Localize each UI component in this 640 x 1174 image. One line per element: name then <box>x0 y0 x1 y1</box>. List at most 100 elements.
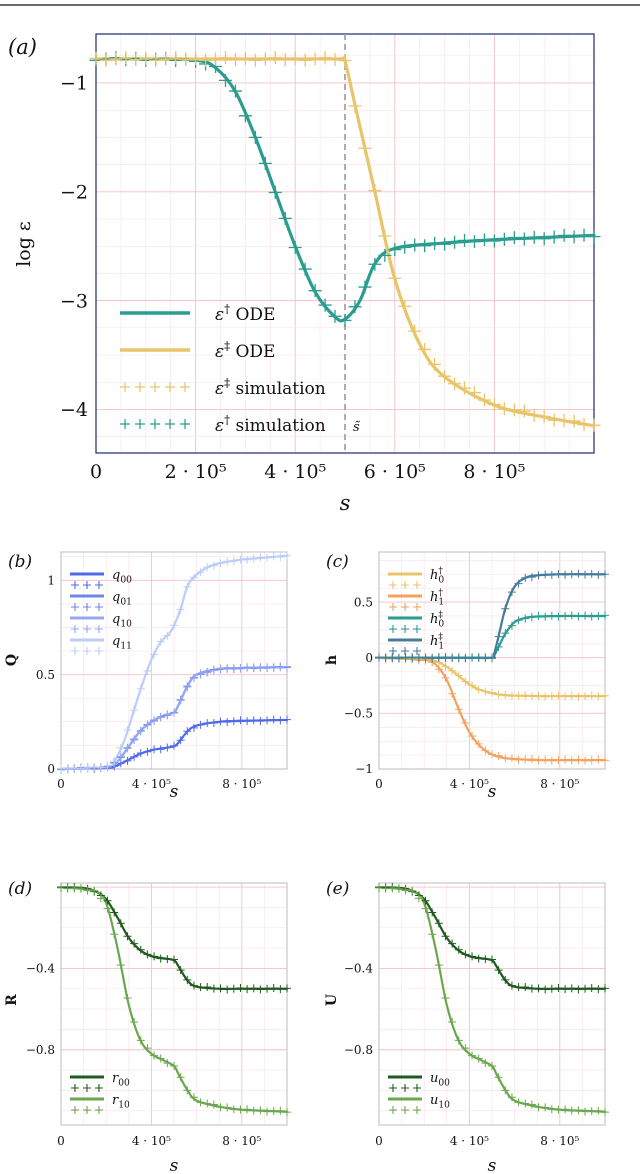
sim-marker <box>263 663 272 672</box>
sim-marker <box>76 884 85 893</box>
sim-marker <box>216 559 225 568</box>
sim-marker <box>441 662 450 671</box>
legend-label: q01 <box>112 590 132 608</box>
legend-swatch <box>413 603 421 611</box>
sim-marker <box>448 1018 457 1027</box>
sim-marker <box>448 654 457 663</box>
sim-marker <box>189 674 198 683</box>
legend-label: u10 <box>430 1093 450 1111</box>
sim-marker <box>216 664 225 673</box>
sim-marker <box>130 706 139 715</box>
sim-marker <box>218 73 232 87</box>
sim-marker <box>143 667 152 676</box>
y-tick-label: 1 <box>47 574 55 588</box>
legend-item: h† 1 <box>388 589 444 611</box>
sim-marker <box>308 52 322 66</box>
sim-marker <box>434 961 443 970</box>
sim-marker <box>567 756 576 765</box>
legend-swatch <box>83 603 91 611</box>
sim-marker <box>561 985 570 994</box>
sim-marker <box>288 51 302 65</box>
series-line-c-0 <box>377 656 607 698</box>
panel-label-b: (b) <box>8 552 32 572</box>
sim-marker <box>534 984 543 993</box>
sim-marker <box>258 156 272 170</box>
sim-marker <box>587 612 596 621</box>
sim-marker <box>196 1098 205 1107</box>
sim-marker <box>199 53 213 67</box>
sim-marker <box>249 984 258 993</box>
sim-marker <box>567 984 576 993</box>
sim-marker <box>378 248 392 262</box>
sim-marker <box>587 230 601 244</box>
sim-marker <box>587 418 601 432</box>
sim-marker <box>223 718 232 727</box>
sim-marker <box>216 984 225 993</box>
sim-marker <box>57 882 65 891</box>
sim-marker <box>176 605 185 614</box>
sim-marker <box>318 298 332 312</box>
legend-item: h‡ 1 <box>388 633 444 655</box>
sim-marker <box>156 1054 165 1063</box>
sim-marker <box>110 757 119 766</box>
sim-marker <box>176 1073 185 1082</box>
legend-label: ε† ODE <box>215 302 275 325</box>
sim-marker <box>189 981 198 990</box>
sim-marker <box>203 982 212 991</box>
legend-item: u10 <box>388 1093 450 1114</box>
legend-swatch <box>95 603 103 611</box>
sim-marker <box>574 569 583 578</box>
sim-marker <box>601 611 609 620</box>
y-tick-label: 0 <box>365 651 373 665</box>
sim-marker <box>497 232 511 246</box>
sim-marker <box>501 604 510 613</box>
sim-marker <box>163 743 172 752</box>
sim-marker <box>561 611 570 620</box>
sim-marker <box>537 232 551 246</box>
sim-marker <box>541 692 550 701</box>
sim-marker <box>561 692 570 701</box>
sim-marker <box>521 614 530 623</box>
sim-marker <box>223 1103 232 1112</box>
legend-swatch <box>401 603 409 611</box>
sim-marker <box>83 763 92 772</box>
panel-a: s̃ 0 2 · 10⁵ 4 · 10⁵ 6 · 10⁵ 8 · 10⁵ −1 −2 −3 −4 s… <box>8 33 601 515</box>
sim-marker <box>143 1044 152 1053</box>
sim-marker <box>116 961 125 970</box>
sim-marker <box>574 755 583 764</box>
sim-marker <box>328 53 342 67</box>
sim-marker <box>494 966 503 975</box>
sim-marker <box>521 982 530 991</box>
sim-marker <box>276 663 285 672</box>
grid-e <box>378 883 606 1125</box>
sim-marker <box>468 681 477 690</box>
sim-marker <box>103 761 112 770</box>
sim-marker <box>388 271 402 285</box>
sim-marker <box>283 715 291 724</box>
sim-marker <box>103 896 112 905</box>
sim-marker <box>116 743 125 752</box>
sim-marker <box>263 553 272 562</box>
sim-marker <box>488 750 496 759</box>
sim-marker <box>170 621 178 630</box>
sim-marker <box>534 691 543 700</box>
sim-marker <box>474 685 483 694</box>
sim-marker <box>276 1106 285 1115</box>
sim-marker <box>408 653 417 662</box>
sim-marker <box>283 662 291 671</box>
sim-marker <box>581 611 590 620</box>
legend-swatch <box>120 419 130 429</box>
sim-marker <box>263 984 272 993</box>
sim-marker <box>467 235 481 249</box>
sim-marker <box>461 677 470 686</box>
x-axis-label: s <box>340 491 351 515</box>
y-tick-label: −2 <box>60 181 88 203</box>
y-axis-label: Q <box>4 654 20 666</box>
sim-marker <box>418 342 432 356</box>
sim-marker <box>527 573 536 582</box>
panel-b: 0 4 · 10⁵ 8 · 10⁵ 0 0.5 1 s Q (b) q00 q01 q10 q11 <box>4 551 291 802</box>
sim-marker <box>587 691 596 700</box>
sim-marker <box>150 952 159 961</box>
